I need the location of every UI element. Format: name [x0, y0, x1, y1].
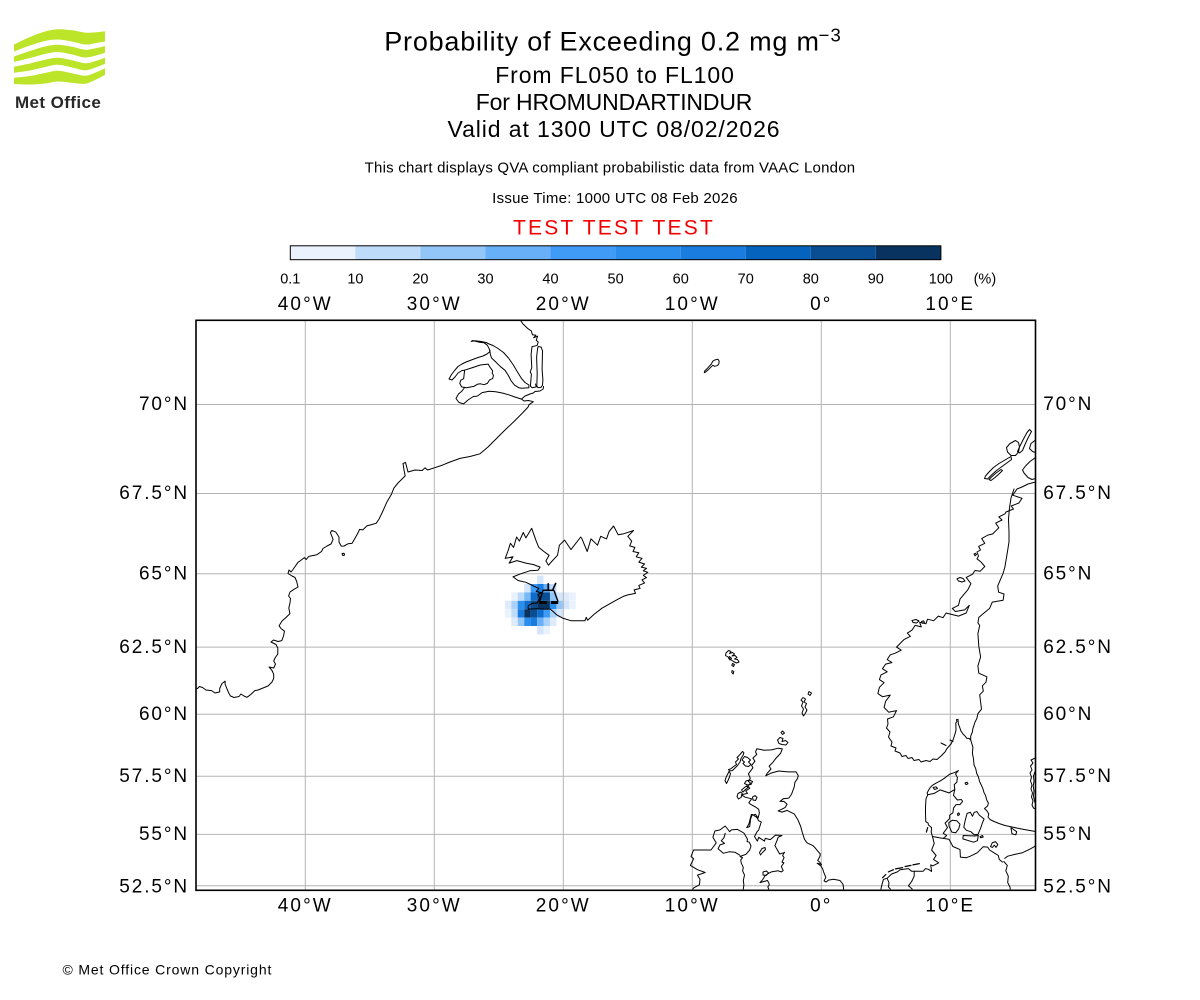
svg-text:This chart displays QVA compli: This chart displays QVA compliant probab…: [365, 159, 856, 176]
svg-text:100: 100: [929, 271, 953, 287]
svg-text:−3: −3: [819, 24, 843, 45]
svg-text:0°: 0°: [810, 895, 832, 916]
svg-text:57.5°N: 57.5°N: [119, 766, 189, 787]
svg-text:TEST TEST TEST: TEST TEST TEST: [513, 217, 715, 240]
svg-text:52.5°N: 52.5°N: [119, 877, 189, 898]
svg-text:(%): (%): [974, 271, 997, 287]
svg-text:30°W: 30°W: [407, 294, 462, 315]
svg-text:Probability of Exceeding 0.2 m: Probability of Exceeding 0.2 mg m: [384, 27, 819, 57]
svg-text:55°N: 55°N: [139, 824, 189, 845]
svg-text:60°N: 60°N: [1043, 704, 1093, 725]
svg-text:30: 30: [477, 271, 493, 287]
svg-text:57.5°N: 57.5°N: [1043, 766, 1113, 787]
svg-text:40°W: 40°W: [278, 895, 333, 916]
svg-text:62.5°N: 62.5°N: [119, 637, 189, 658]
svg-text:0°: 0°: [810, 294, 832, 315]
svg-text:10°W: 10°W: [665, 294, 720, 315]
svg-text:60°N: 60°N: [139, 704, 189, 725]
svg-text:20°W: 20°W: [536, 294, 591, 315]
svg-text:67.5°N: 67.5°N: [1043, 483, 1113, 504]
svg-text:10°E: 10°E: [925, 895, 975, 916]
svg-text:10°W: 10°W: [665, 895, 720, 916]
svg-text:10: 10: [347, 271, 363, 287]
svg-text:40°W: 40°W: [278, 294, 333, 315]
svg-text:50: 50: [608, 271, 624, 287]
svg-text:65°N: 65°N: [1043, 564, 1093, 585]
svg-text:65°N: 65°N: [139, 564, 189, 585]
svg-text:60: 60: [673, 271, 689, 287]
svg-text:30°W: 30°W: [407, 895, 462, 916]
svg-text:90: 90: [868, 271, 884, 287]
svg-text:20: 20: [412, 271, 428, 287]
svg-text:Met Office: Met Office: [15, 93, 101, 112]
svg-text:Valid at 1300 UTC 08/02/2026: Valid at 1300 UTC 08/02/2026: [448, 116, 781, 142]
svg-text:Issue Time: 1000 UTC 08 Feb 20: Issue Time: 1000 UTC 08 Feb 2026: [492, 190, 738, 207]
svg-text:70°N: 70°N: [139, 394, 189, 415]
svg-text:52.5°N: 52.5°N: [1043, 877, 1113, 898]
svg-text:55°N: 55°N: [1043, 824, 1093, 845]
svg-text:67.5°N: 67.5°N: [119, 483, 189, 504]
svg-text:70°N: 70°N: [1043, 394, 1093, 415]
svg-text:40: 40: [542, 271, 558, 287]
svg-text:© Met Office Crown Copyright: © Met Office Crown Copyright: [63, 962, 273, 978]
svg-text:From FL050 to FL100: From FL050 to FL100: [495, 62, 735, 88]
svg-text:70: 70: [738, 271, 754, 287]
svg-text:For HROMUNDARTINDUR: For HROMUNDARTINDUR: [476, 89, 753, 115]
svg-text:62.5°N: 62.5°N: [1043, 637, 1113, 658]
svg-text:0.1: 0.1: [280, 271, 300, 287]
svg-text:20°W: 20°W: [536, 895, 591, 916]
svg-text:10°E: 10°E: [925, 294, 975, 315]
svg-text:80: 80: [803, 271, 819, 287]
